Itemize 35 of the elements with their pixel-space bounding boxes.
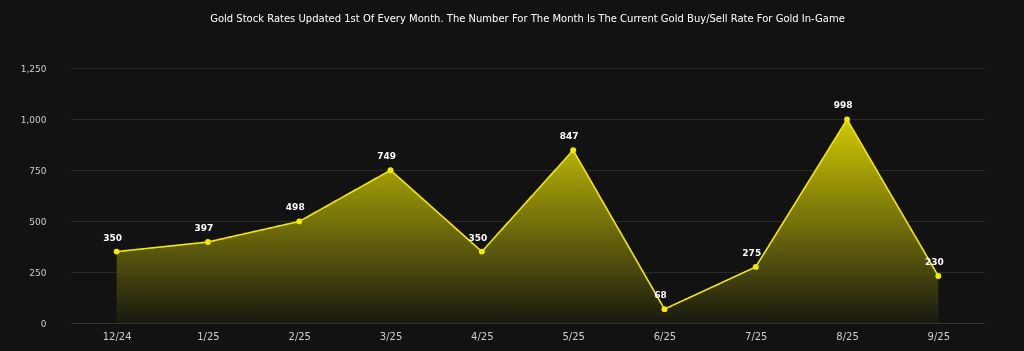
x-tick-label: 5/25 <box>562 330 585 342</box>
data-label: 350 <box>103 232 123 243</box>
point <box>752 263 759 270</box>
x-tick-label: 6/25 <box>653 330 677 342</box>
point <box>296 218 303 225</box>
y-tick-label: 500 <box>29 216 47 227</box>
x-tick-label: 3/25 <box>379 330 403 342</box>
x-tick-label: 12/24 <box>102 330 132 342</box>
point <box>204 239 211 245</box>
x-tick-label: 9/25 <box>927 330 951 342</box>
point <box>387 167 394 174</box>
x-tick-label: 8/25 <box>836 330 859 342</box>
point <box>113 248 120 255</box>
point <box>570 147 577 154</box>
data-label: 998 <box>833 100 853 111</box>
point <box>478 248 485 255</box>
point <box>935 273 942 280</box>
x-tick-label: 1/25 <box>197 330 220 342</box>
y-tick-label: 750 <box>29 165 47 176</box>
point <box>844 116 851 123</box>
data-label: 749 <box>377 151 396 162</box>
data-label: 397 <box>194 223 214 234</box>
x-tick-label: 7/25 <box>745 330 768 342</box>
point <box>661 306 668 313</box>
y-tick-label: 0 <box>40 318 47 329</box>
data-label: 847 <box>559 131 579 142</box>
y-tick-label: 1,250 <box>20 63 47 74</box>
data-label: 498 <box>285 202 305 213</box>
y-tick-label: 1,000 <box>20 114 47 125</box>
x-tick-label: 2/25 <box>288 330 311 342</box>
chart-subtitle: Gold Stock Rates Updated 1st Of Every Month. The Number For The Month Is The Current Gold Buy/Sell Rate For Gold In-Game <box>210 13 845 24</box>
data-label: 350 <box>468 232 488 243</box>
y-tick-label: 250 <box>29 267 47 278</box>
x-tick-label: 4/25 <box>471 330 494 342</box>
data-label: 275 <box>742 247 762 258</box>
